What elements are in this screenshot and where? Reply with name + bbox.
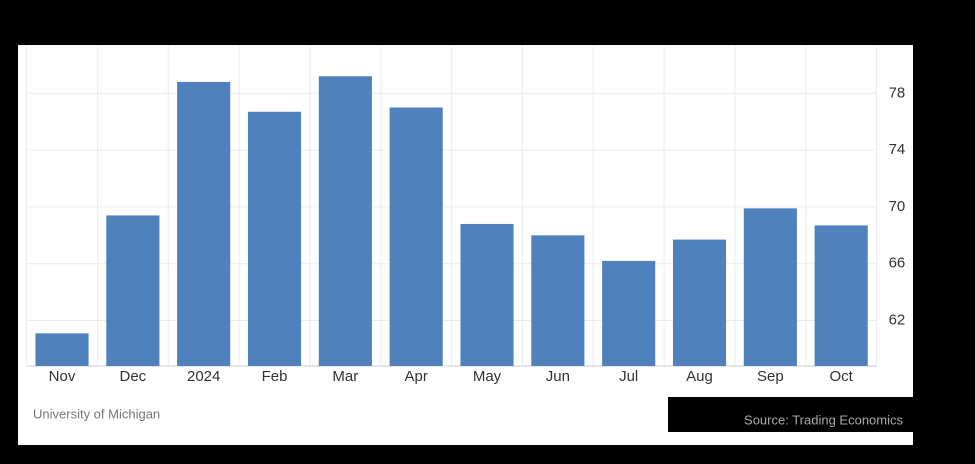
- x-tick-label: Aug: [686, 368, 713, 385]
- y-tick-label: 62: [889, 312, 906, 329]
- x-tick-label: Dec: [120, 368, 147, 385]
- plot-area: 62 66 70 74 78 Nov Dec 2024 Feb Mar Apr May Jun Jul Au…: [26, 45, 906, 385]
- bar: [106, 215, 160, 366]
- bar: [247, 111, 302, 366]
- y-tick-label: 70: [889, 198, 906, 215]
- bar: [672, 239, 727, 366]
- x-tick-label: Nov: [49, 368, 76, 385]
- x-tick-label: Jun: [546, 368, 570, 385]
- x-tick-label: Oct: [830, 368, 854, 385]
- x-tick-label: Jul: [619, 368, 638, 385]
- x-tick-label: May: [473, 368, 502, 385]
- y-tick-label: 74: [889, 141, 906, 158]
- x-tick-label: Apr: [405, 368, 428, 385]
- bar: [602, 260, 656, 366]
- bar: [318, 76, 372, 366]
- source-right: Source: Trading Economics: [744, 412, 903, 427]
- bar: [460, 223, 514, 366]
- y-tick-label: 78: [889, 84, 906, 101]
- bar: [743, 208, 797, 366]
- bar: [35, 333, 89, 366]
- bar: [814, 225, 868, 366]
- x-tick-label: Mar: [332, 368, 358, 385]
- bar: [389, 107, 443, 366]
- x-tick-label: 2024: [187, 368, 220, 385]
- x-tick-label: Feb: [262, 368, 288, 385]
- source-box: [668, 397, 913, 432]
- bar: [531, 235, 585, 366]
- source-left: University of Michigan: [33, 406, 160, 421]
- x-tick-label: Sep: [757, 368, 784, 385]
- y-tick-label: 66: [889, 255, 906, 272]
- bar: [177, 81, 231, 367]
